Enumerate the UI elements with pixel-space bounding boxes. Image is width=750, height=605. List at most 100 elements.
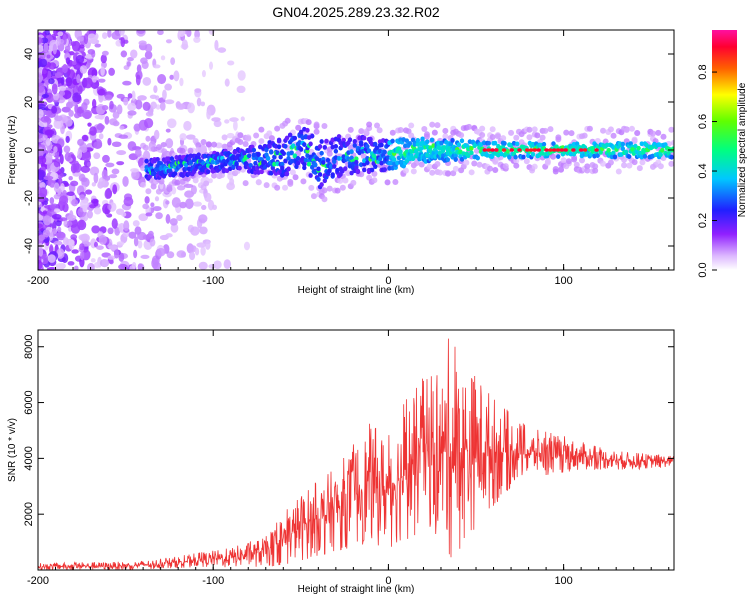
spectrogram-noise-cell	[53, 118, 64, 130]
spectrogram-halo-cell	[155, 188, 162, 195]
spectrogram-noise-cell	[170, 57, 176, 66]
spectrogram-ridge-cell	[292, 153, 298, 159]
spectrogram-noise-cell	[81, 102, 88, 111]
spectrogram-noise-cell	[56, 35, 61, 46]
spectrogram-ridge-cell	[276, 137, 282, 143]
spectrogram-noise-cell	[142, 203, 150, 210]
spectrogram-noise-cell	[118, 134, 129, 139]
spectrogram-halo-cell	[471, 160, 478, 167]
spectrogram-ridge-cell	[382, 167, 387, 173]
spectrogram-noise-cell	[65, 76, 73, 87]
spectrogram-noise-cell	[144, 50, 153, 60]
spectrogram-halo-cell	[295, 124, 302, 131]
spectrogram-noise-cell	[190, 226, 200, 236]
spectrogram-halo-cell	[639, 159, 646, 166]
spectrogram-halo-cell	[442, 133, 449, 140]
spectrogram-ridge-cell	[283, 143, 288, 149]
spectrogram-noise-cell	[111, 168, 120, 175]
spectrogram-noise-cell	[74, 103, 79, 114]
spectrogram-noise-cell	[126, 61, 131, 67]
spectrogram-noise-cell	[39, 182, 46, 189]
spectrogram-noise-cell	[156, 248, 166, 257]
spectrogram-noise-cell	[38, 82, 45, 93]
spectrogram-noise-cell	[122, 80, 132, 86]
colorbar-tick-label: 0.6	[697, 114, 709, 129]
spectrogram-noise-cell	[227, 60, 235, 66]
spectrogram-noise-cell	[120, 37, 126, 48]
spectrogram-ridge-cell	[403, 143, 408, 149]
spectrogram-ridge-cell	[308, 173, 313, 178]
spectrogram-halo-cell	[242, 180, 249, 187]
spectrogram-noise-cell	[179, 201, 187, 209]
spectrogram-noise-cell	[154, 196, 160, 202]
spectrogram-noise-cell	[56, 248, 65, 259]
spectrogram-halo-cell	[258, 126, 265, 133]
spectrogram-ridge-cell	[590, 145, 596, 151]
spectrogram-ridge-cell	[242, 150, 247, 156]
spectrogram-noise-cell	[86, 161, 91, 168]
spectrogram-noise-cell	[157, 30, 164, 36]
spectrogram-halo-cell	[253, 132, 260, 139]
spectrogram-noise-cell	[42, 210, 47, 215]
spectrogram-noise-cell	[53, 92, 60, 101]
spectrogram-ridge-cell	[541, 141, 547, 147]
spectrogram-halo-cell	[350, 179, 357, 186]
spectrogram-noise-cell	[135, 74, 141, 86]
spectrogram-ridge-cell	[379, 142, 384, 148]
spectrogram-halo-cell	[308, 184, 315, 191]
spectrogram-noise-cell	[79, 44, 85, 49]
spectrogram-ridge-cell	[354, 156, 359, 162]
spectrogram-ridge-cell	[639, 141, 644, 147]
spectrogram-noise-cell	[214, 39, 219, 51]
spectrogram-halo-cell	[592, 167, 599, 174]
spectrogram-ridge-cell	[287, 132, 293, 138]
spectrogram-noise-cell	[138, 40, 147, 46]
spectrogram-noise-cell	[93, 207, 102, 215]
spectrogram-ridge-cell	[606, 147, 611, 153]
spectrogram-noise-cell	[142, 77, 152, 86]
spectrogram-halo-cell	[321, 196, 328, 203]
spectrogram-noise-cell	[38, 44, 45, 53]
spectrogram-ridge-cell	[604, 142, 610, 148]
spectrogram-ridge-cell	[259, 169, 264, 175]
spectrogram-noise-cell	[102, 32, 108, 39]
spectrogram-noise-cell	[148, 230, 154, 238]
spectrogram-halo-cell	[313, 121, 320, 128]
spectrogram-noise-cell	[93, 172, 99, 184]
spectrogram-halo-cell	[195, 146, 202, 153]
spectrogram-noise-cell	[72, 92, 82, 103]
snr-x-axis-label: Height of straight line (km)	[298, 584, 415, 595]
spectrogram-ridge-cell	[231, 164, 236, 170]
spectrogram-peak-cell	[555, 148, 561, 152]
spectrogram-noise-cell	[54, 71, 63, 79]
spectrogram-halo-cell	[192, 177, 199, 184]
spectrogram-noise-cell	[116, 150, 127, 156]
snr-series-line	[38, 338, 674, 570]
spectrogram-ridge-cell	[188, 160, 193, 165]
spectrogram-noise-cell	[68, 51, 75, 56]
spectrogram-halo-cell	[563, 129, 570, 136]
spectrogram-peak-cell	[494, 148, 499, 152]
spectrogram-halo-cell	[421, 125, 428, 132]
spectrogram-ridge-cell	[453, 153, 458, 159]
spectrogram-noise-cell	[170, 223, 179, 233]
spectrogram-noise-cell	[104, 189, 111, 200]
spectrogram-y-axis-label: Frequency (Hz)	[7, 116, 18, 185]
spectrogram-noise-cell	[77, 85, 83, 95]
spectrogram-noise-cell	[77, 138, 85, 146]
spectrogram-ridge-cell	[309, 164, 315, 170]
spectrogram-noise-cell	[140, 57, 148, 64]
spectrogram-ridge-cell	[269, 149, 274, 155]
spectrogram-ridge-cell	[355, 168, 361, 174]
spectrogram-halo-cell	[263, 182, 270, 189]
spectrogram-ridge-cell	[459, 156, 465, 162]
spectrogram-halo-cell	[631, 136, 638, 143]
spectrogram-noise-cell	[123, 97, 129, 106]
spectrogram-halo-cell	[423, 133, 430, 140]
spectrogram-halo-cell	[266, 130, 273, 137]
spectrogram-noise-cell	[131, 261, 137, 269]
spectrogram-ridge-cell	[177, 154, 182, 160]
spectrogram-noise-cell	[98, 94, 104, 103]
spectrogram-halo-cell	[623, 127, 630, 134]
